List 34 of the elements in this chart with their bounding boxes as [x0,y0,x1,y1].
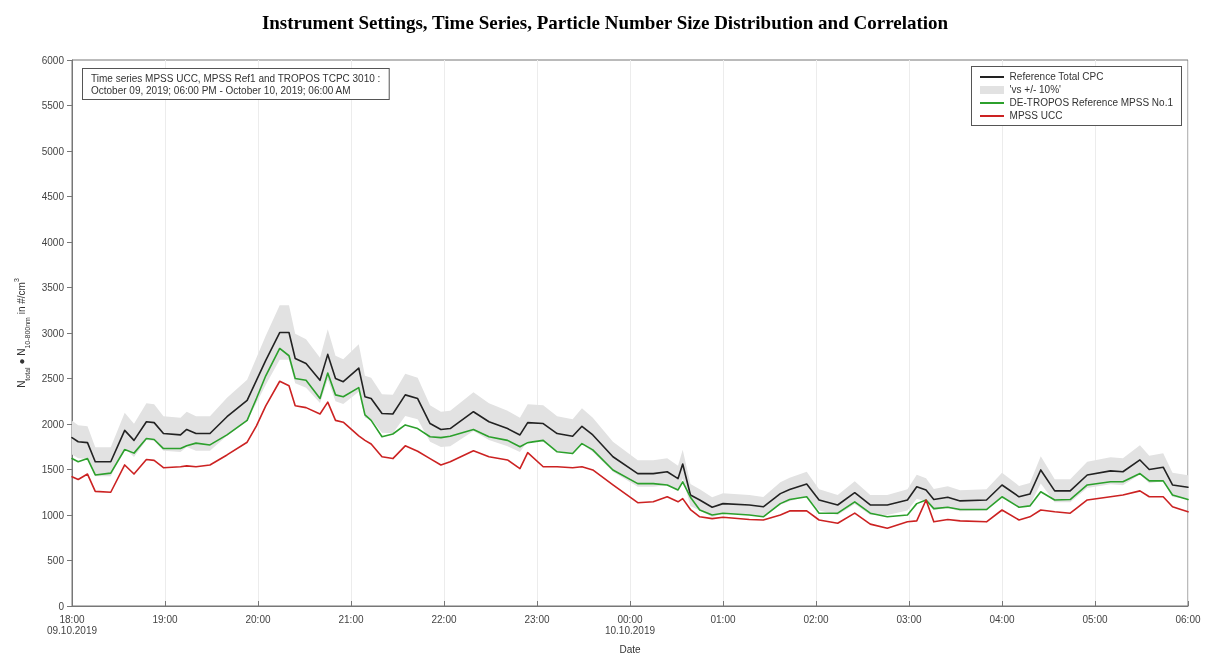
legend-label: MPSS UCC [1009,110,1063,121]
y-tick-label: 6000 [41,54,65,66]
x-tick-label: 18:00 09.10.2019 [46,614,98,636]
chart-title: Instrument Settings, Time Series, Particle Number Size Distribution and Correlation [261,12,949,33]
x-tick-label: 23:00 [524,614,550,625]
line-series [71,380,1189,529]
legend-label: Reference Total CPC [1009,71,1104,82]
x-tick-label: 06:00 [1175,614,1201,625]
y-tick-label: 1500 [41,464,65,475]
x-tick-label: 20:00 [245,614,271,625]
x-axis-title: Date [619,643,641,655]
y-tick-label: 5000 [41,145,65,157]
y-tick-label: 0 [58,600,65,612]
y-tick-label: 4500 [41,191,65,202]
legend-label: DE-TROPOS Reference MPSS No.1 [1009,97,1173,108]
y-tick-label: 2500 [41,373,65,384]
y-tick-label: 3500 [41,282,65,293]
y-tick-label: 4000 [41,236,65,248]
x-tick-label: 01:00 [710,614,736,625]
y-tick-label: 1000 [41,509,65,521]
x-tick-label: 03:00 [896,614,922,625]
x-tick-label: 00:00 10.10.2019 [604,614,656,636]
x-tick-label: 19:00 [152,614,178,625]
x-tick-label: 04:00 [989,614,1015,625]
y-tick-label: 3000 [41,327,65,339]
x-tick-label: 22:00 [431,614,457,625]
y-tick-label: 500 [47,555,65,566]
y-tick-label: 2000 [41,418,65,430]
annotation: Time series MPSS UCC, MPSS Ref1 and TROPOS TCPC 3010 : October 09, 2019; 06:00 PM - October 10, 2019; 06:00 AM [91,72,381,96]
x-tick-label: 05:00 [1082,614,1108,625]
x-tick-label: 21:00 [338,614,364,625]
y-tick-label: 5500 [41,100,65,111]
annotation: 'vs +/- 10%' [1009,84,1061,95]
x-tick-label: 02:00 [803,614,829,625]
